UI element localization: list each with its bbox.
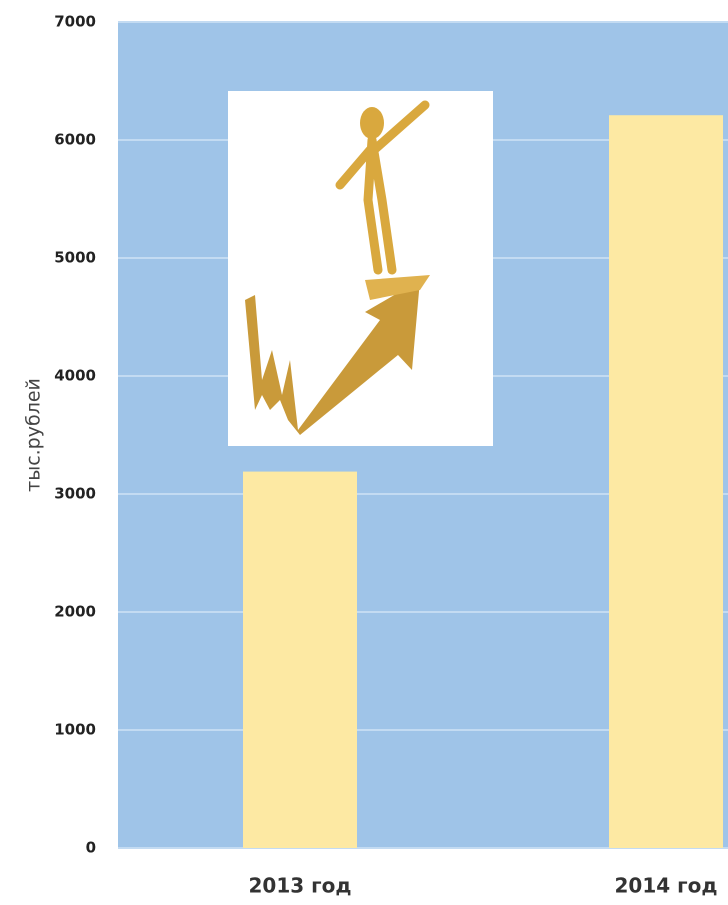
bar [609,115,723,849]
y-tick-label: 5000 [54,249,96,267]
y-tick-label: 1000 [54,721,96,739]
x-tick-label: 2014 год [615,874,718,898]
bar [243,471,357,848]
y-tick-label: 4000 [54,367,96,385]
y-tick-label: 2000 [54,603,96,621]
y-tick-label: 0 [86,839,96,857]
y-tick-label: 6000 [54,131,96,149]
y-axis-label: тыс.рублей [23,378,45,492]
y-tick-label: 3000 [54,485,96,503]
illustration [228,91,493,446]
y-tick-label: 7000 [54,13,96,31]
x-tick-label: 2013 год [249,874,352,898]
